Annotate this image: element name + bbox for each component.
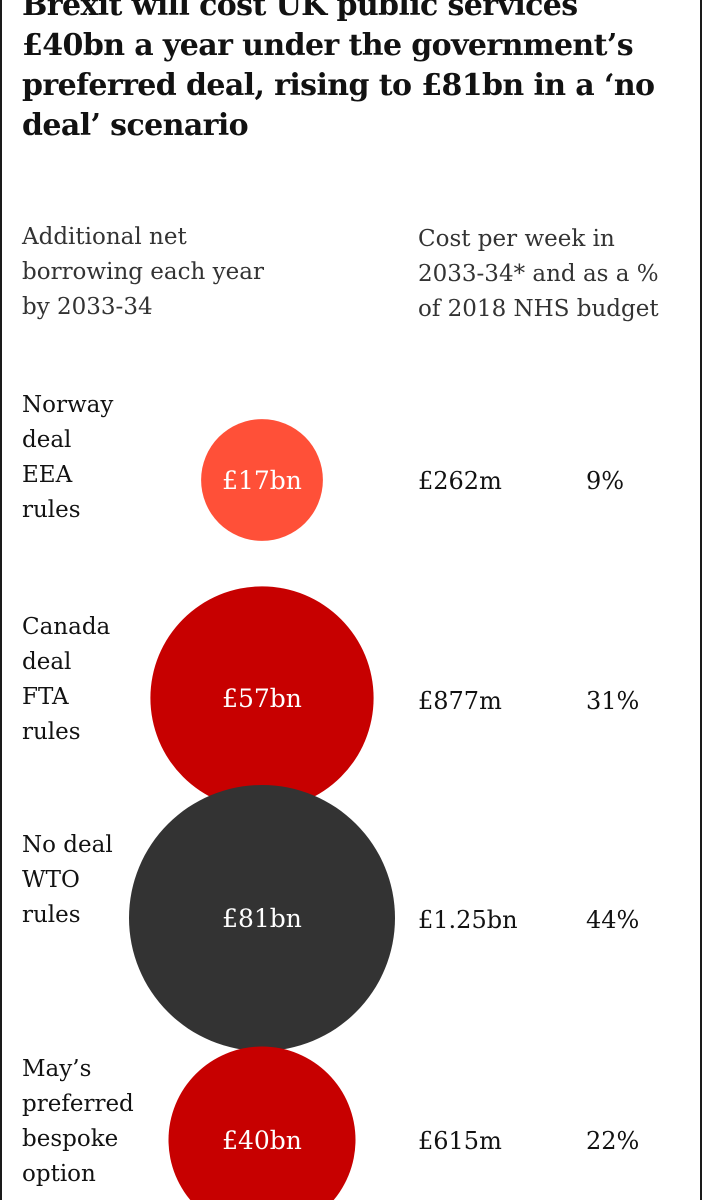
bubble-no-deal xyxy=(129,785,395,1051)
row-label-line: option xyxy=(22,1161,96,1187)
bubble-value-label-canada: £57bn xyxy=(222,684,302,713)
row-label-line: rules xyxy=(22,719,81,745)
row-label-line: preferred xyxy=(22,1091,134,1117)
cost-per-week-no-deal: £1.25bn xyxy=(418,906,518,934)
pct-nhs-no-deal: 44% xyxy=(586,906,640,934)
bubble-may xyxy=(168,1046,356,1200)
row-label-line: Norway xyxy=(22,392,114,418)
pct-nhs-norway: 9% xyxy=(586,467,625,495)
row-label-line: rules xyxy=(22,902,81,928)
column-header-borrowing: Additional net borrowing each year by 20… xyxy=(22,224,264,320)
row-label-no-deal: No deal WTO rules xyxy=(22,828,162,933)
cost-per-week-canada: £877m xyxy=(418,687,502,715)
chart-title: Brexit will cost UK public services £40b… xyxy=(22,0,655,143)
bubble-canada xyxy=(150,586,374,810)
row-label-line: EEA xyxy=(22,462,73,488)
row-label-line: No deal xyxy=(22,832,113,858)
column-header-cost-per-week: Cost per week in 2033-34* and as a % of … xyxy=(418,226,659,322)
pct-nhs-may: 22% xyxy=(586,1127,640,1155)
frame-left-border xyxy=(0,0,2,1200)
row-label-canada: Canada deal FTA rules xyxy=(22,610,162,750)
row-label-norway: Norway deal EEA rules xyxy=(22,388,162,528)
row-label-line: rules xyxy=(22,497,81,523)
pct-nhs-canada: 31% xyxy=(586,687,640,715)
row-label-line: bespoke xyxy=(22,1126,119,1152)
bubble-value-label-may: £40bn xyxy=(222,1126,302,1155)
bubble-norway xyxy=(201,419,323,541)
cost-per-week-may: £615m xyxy=(418,1127,502,1155)
row-label-may: May’s preferred bespoke option xyxy=(22,1052,162,1192)
row-label-line: deal xyxy=(22,427,72,453)
row-label-line: WTO xyxy=(22,867,80,893)
frame-right-border xyxy=(700,0,702,1200)
cost-per-week-norway: £262m xyxy=(418,467,502,495)
row-label-line: FTA xyxy=(22,684,69,710)
row-label-line: May’s xyxy=(22,1056,92,1082)
row-label-line: Canada xyxy=(22,614,111,640)
bubble-value-label-norway: £17bn xyxy=(222,466,302,495)
bubble-value-label-no-deal: £81bn xyxy=(222,904,302,933)
row-label-line: deal xyxy=(22,649,72,675)
